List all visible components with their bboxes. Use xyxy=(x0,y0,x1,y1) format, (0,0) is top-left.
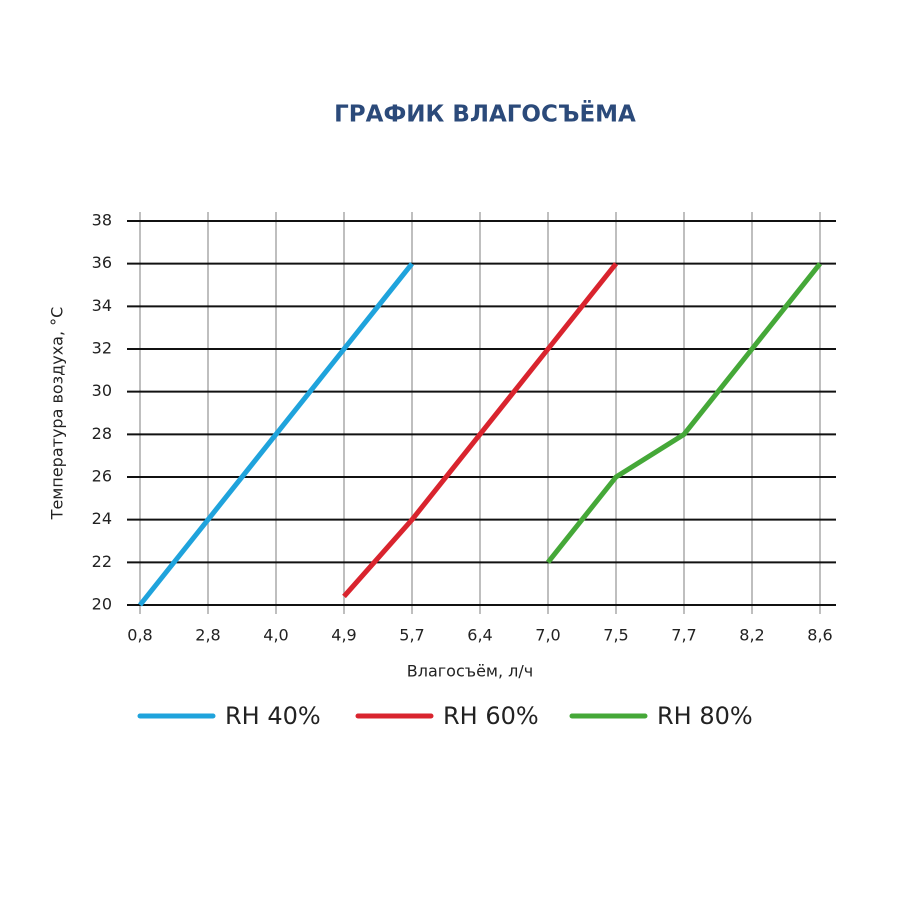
x-tick-label: 5,7 xyxy=(399,626,424,645)
y-tick-label: 24 xyxy=(92,509,112,528)
y-tick-label: 22 xyxy=(92,552,112,571)
chart-title: ГРАФИК ВЛАГОСЪЁМА xyxy=(334,100,636,128)
y-axis-label: Температура воздуха, °C xyxy=(48,307,67,521)
y-tick-label: 20 xyxy=(92,595,112,614)
y-tick-label: 32 xyxy=(92,339,112,358)
x-tick-label: 8,2 xyxy=(739,626,764,645)
y-tick-label: 30 xyxy=(92,381,112,400)
series-line xyxy=(342,262,618,599)
x-tick-label: 4,9 xyxy=(331,626,356,645)
x-tick-label: 0,8 xyxy=(127,626,152,645)
y-tick-label: 34 xyxy=(92,296,112,315)
x-tick-label: 4,0 xyxy=(263,626,288,645)
x-tick-label: 6,4 xyxy=(467,626,492,645)
legend-label: RH 80% xyxy=(657,702,753,730)
legend-label: RH 60% xyxy=(443,702,539,730)
x-tick-label: 7,5 xyxy=(603,626,628,645)
series-line xyxy=(138,262,414,607)
series-line xyxy=(546,262,822,564)
y-tick-label: 28 xyxy=(92,424,112,443)
x-tick-label: 8,6 xyxy=(807,626,832,645)
x-tick-label: 2,8 xyxy=(195,626,220,645)
x-axis-label: Влагосъём, л/ч xyxy=(407,662,533,681)
x-tick-label: 7,7 xyxy=(671,626,696,645)
legend-label: RH 40% xyxy=(225,702,321,730)
y-tick-label: 38 xyxy=(92,211,112,230)
y-tick-label: 36 xyxy=(92,253,112,272)
y-tick-label: 26 xyxy=(92,467,112,486)
x-tick-label: 7,0 xyxy=(535,626,560,645)
